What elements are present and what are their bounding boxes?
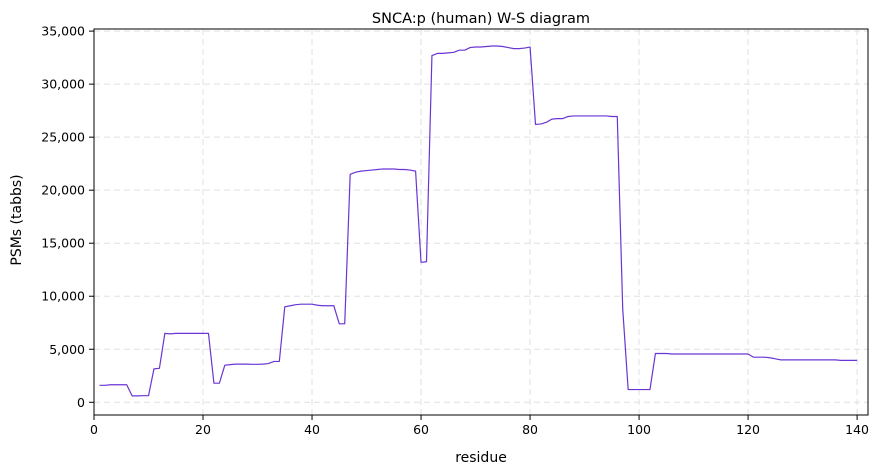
y-tick-label: 25,000: [41, 130, 85, 145]
x-tick-label: 80: [522, 422, 538, 437]
y-tick-label: 15,000: [41, 236, 85, 251]
x-tick-label: 40: [304, 422, 320, 437]
y-tick-label: 5,000: [49, 342, 85, 357]
chart-title: SNCA:p (human) W-S diagram: [372, 11, 590, 27]
data-layer: [99, 45, 858, 397]
y-tick-label: 35,000: [41, 24, 85, 39]
y-tick-label: 30,000: [41, 77, 85, 92]
grid: [93, 29, 868, 415]
series-line: [99, 45, 858, 397]
x-tick-label: 120: [736, 422, 760, 437]
plot-frame: [93, 28, 869, 416]
x-axis-label: residue: [455, 450, 507, 466]
y-tick-label: 10,000: [41, 289, 85, 304]
axes: 0 20 40 60 80 100 120 140 0 5,000 10,000 15,000 20,0…: [41, 24, 869, 437]
y-tick-label: 0: [77, 395, 85, 410]
y-axis-label: PSMs (tabbs): [9, 174, 25, 265]
y-tick-label: 20,000: [41, 183, 85, 198]
x-tick-label: 0: [90, 422, 98, 437]
x-tick-label: 60: [413, 422, 429, 437]
x-tick-label: 20: [195, 422, 211, 437]
x-tick-label: 140: [845, 422, 869, 437]
x-tick-label: 100: [627, 422, 651, 437]
